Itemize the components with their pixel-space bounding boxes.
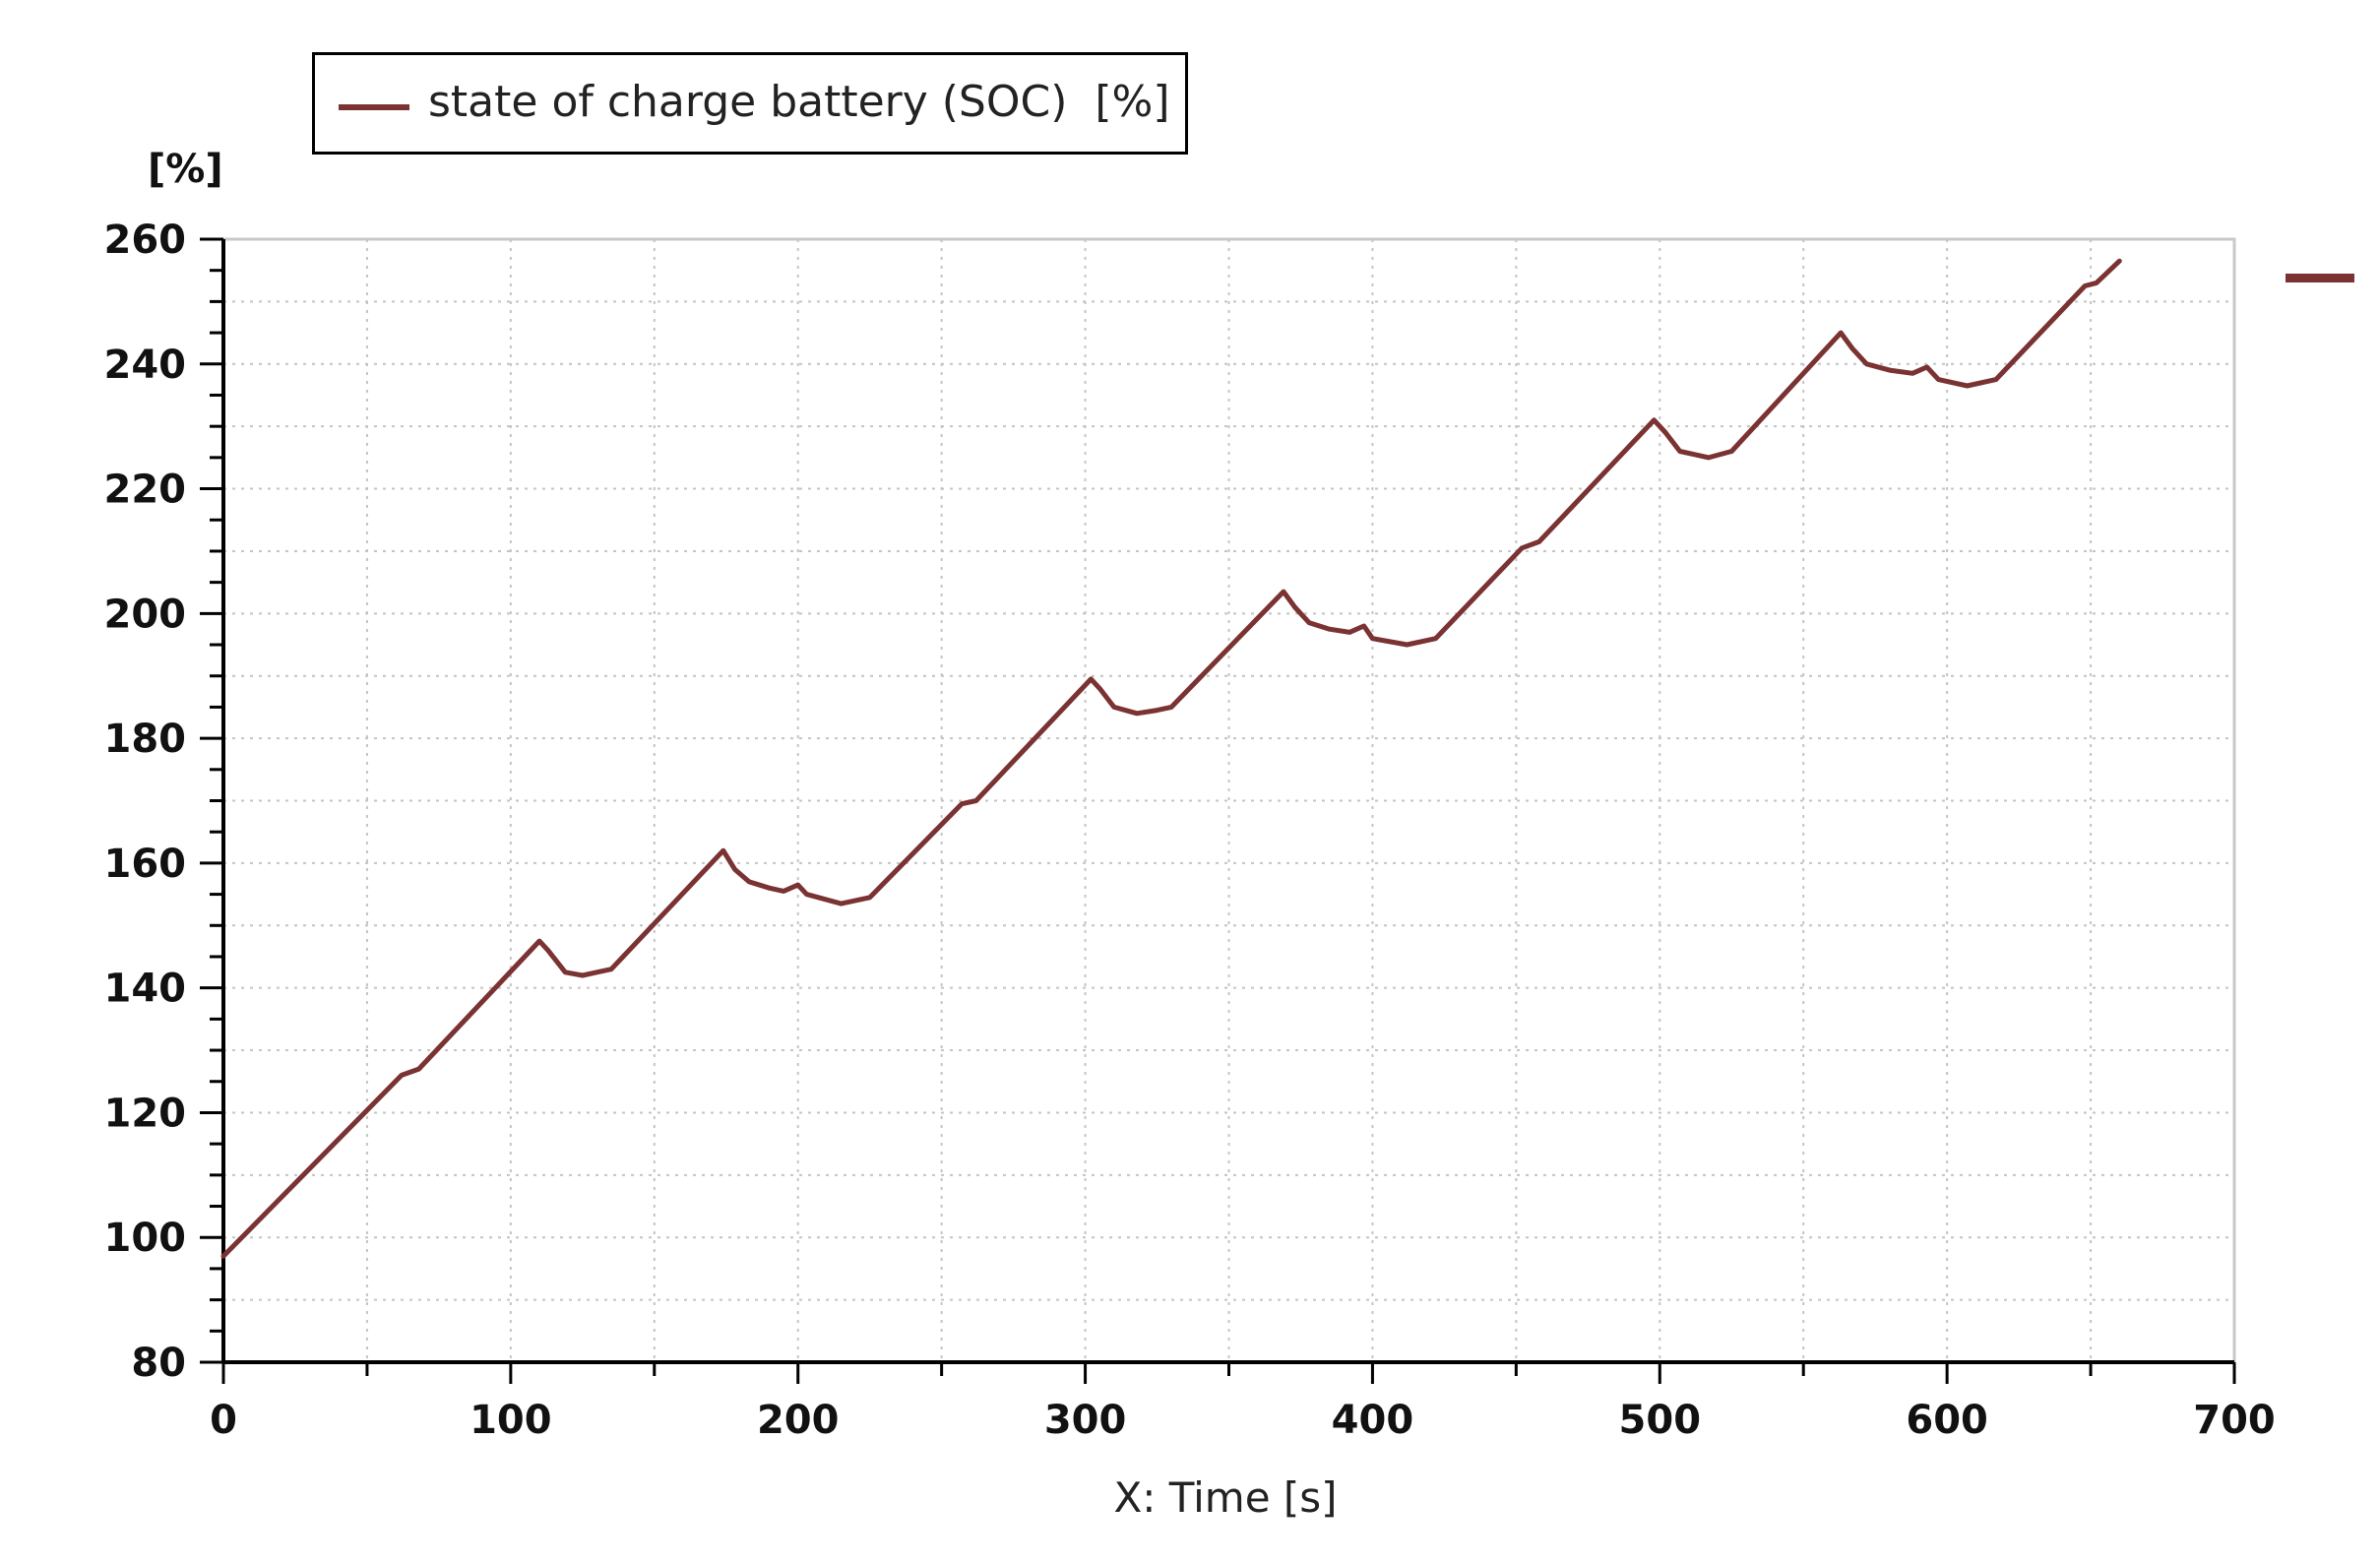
legend-label: state of charge battery (SOC) [%] [428, 77, 1170, 127]
x-tick-label: 300 [1044, 1398, 1127, 1443]
y-tick-label: 140 [104, 967, 187, 1012]
x-axis-label: X: Time [s] [1113, 1473, 1337, 1522]
series-line-soc [220, 258, 2122, 1259]
x-tick-label: 400 [1332, 1398, 1414, 1443]
y-tick-label: 80 [131, 1341, 186, 1386]
series-layer [220, 258, 2122, 1259]
ticks-layer: 80 100 120 140 160 180 200 220 240 260 0 100 200 300 4… [104, 218, 2276, 1443]
y-tick-label: 100 [104, 1216, 187, 1261]
grid-layer [223, 239, 2234, 1362]
y-tick-label: 200 [104, 592, 187, 637]
x-tick-label: 500 [1619, 1398, 1702, 1443]
y-tick-label: 260 [104, 218, 187, 263]
x-tick-label: 700 [2193, 1398, 2276, 1443]
y-tick-label: 160 [104, 842, 187, 887]
y-tick-label: 180 [104, 717, 187, 762]
x-tick-label: 600 [1906, 1398, 1988, 1443]
legend-box: state of charge battery (SOC) [%] [312, 52, 1188, 155]
legend-swatch [339, 104, 409, 110]
x-tick-label: 100 [470, 1398, 552, 1443]
right-series-marker [2286, 274, 2354, 282]
x-tick-label: 200 [757, 1398, 840, 1443]
y-tick-label: 220 [104, 468, 187, 513]
y-tick-label: 240 [104, 343, 187, 388]
x-tick-label: 0 [210, 1398, 237, 1443]
y-tick-label: 120 [104, 1091, 187, 1136]
y-axis-label: [%] [148, 147, 223, 192]
